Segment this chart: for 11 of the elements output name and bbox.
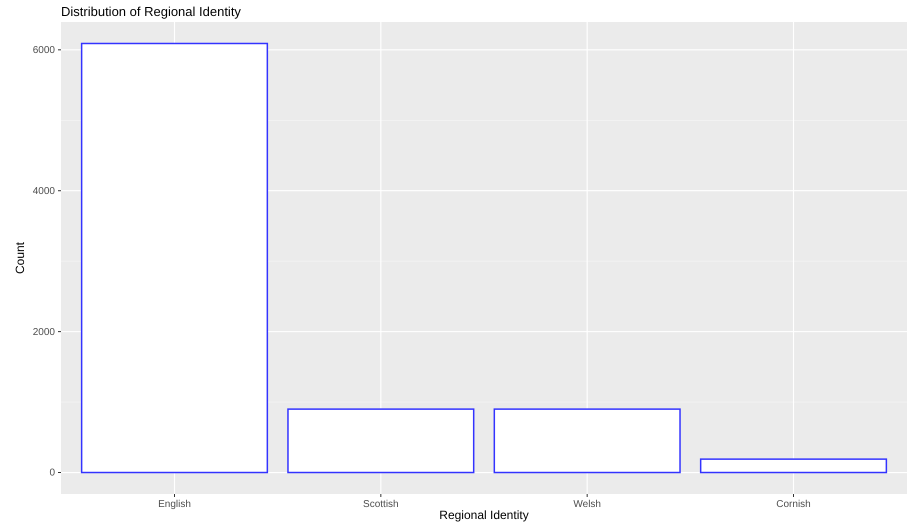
y-axis-title: Count (13, 241, 27, 274)
y-tick-label: 2000 (32, 326, 56, 338)
chart-title: Distribution of Regional Identity (61, 4, 242, 19)
x-tick-label: Cornish (776, 499, 811, 510)
x-tick-label: Scottish (363, 499, 399, 510)
x-tick-label: Welsh (573, 499, 601, 510)
y-tick-label: 0 (49, 468, 56, 479)
x-tick-label: English (158, 499, 191, 510)
y-tick-label: 4000 (32, 186, 56, 197)
x-axis-title: Regional Identity (439, 508, 529, 522)
y-tick-label: 6000 (32, 45, 56, 56)
